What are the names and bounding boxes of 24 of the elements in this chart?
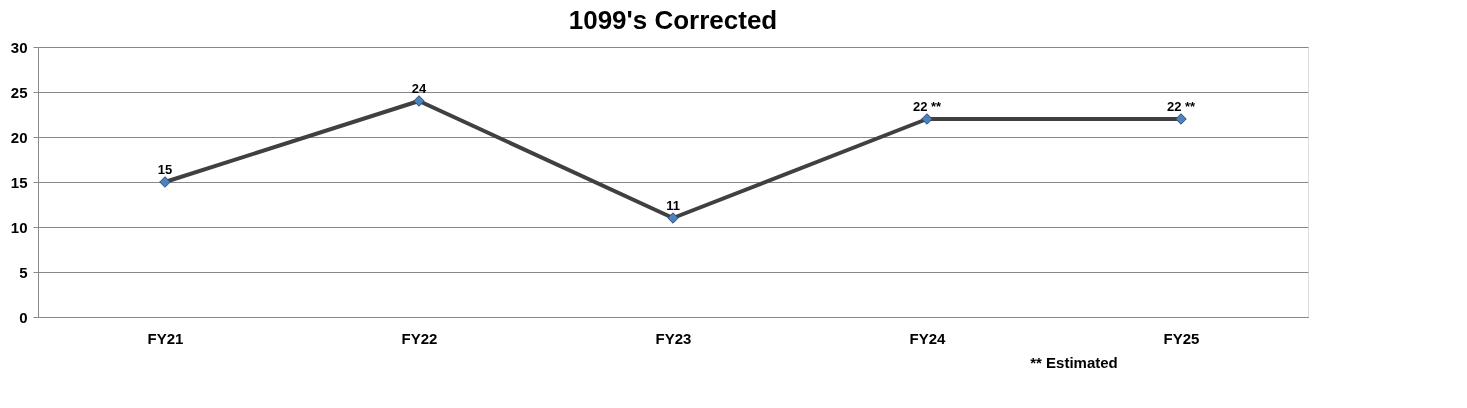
data-label: 24 (411, 81, 427, 96)
x-tick-label: FY21 (147, 329, 184, 347)
text: ** Estimated (1030, 354, 1118, 371)
y-tick-label: 30 (10, 38, 28, 56)
y-tick-label: 15 (10, 173, 28, 191)
y-tick-label: 25 (10, 83, 28, 101)
x-tick-label: FY22 (401, 329, 438, 347)
point (413, 95, 425, 107)
y-tick-label: 5 (19, 263, 28, 281)
y-tick-label: 0 (19, 308, 28, 326)
point (667, 212, 679, 224)
point (159, 176, 171, 188)
y-tick-label: 10 (10, 218, 28, 236)
point (921, 113, 933, 125)
data-label: 11 (666, 198, 680, 213)
x-tick-label: FY25 (1163, 329, 1200, 347)
chart-title: 1099's Corrected (568, 5, 778, 35)
x-tick-label: FY24 (909, 329, 947, 347)
point (1175, 113, 1187, 125)
data-label: 15 (157, 162, 173, 177)
data-label: 22 ** (912, 99, 943, 114)
y-tick-label: 20 (10, 128, 28, 146)
x-tick-label: FY23 (655, 329, 692, 347)
data-label: 22 ** (1166, 99, 1197, 114)
